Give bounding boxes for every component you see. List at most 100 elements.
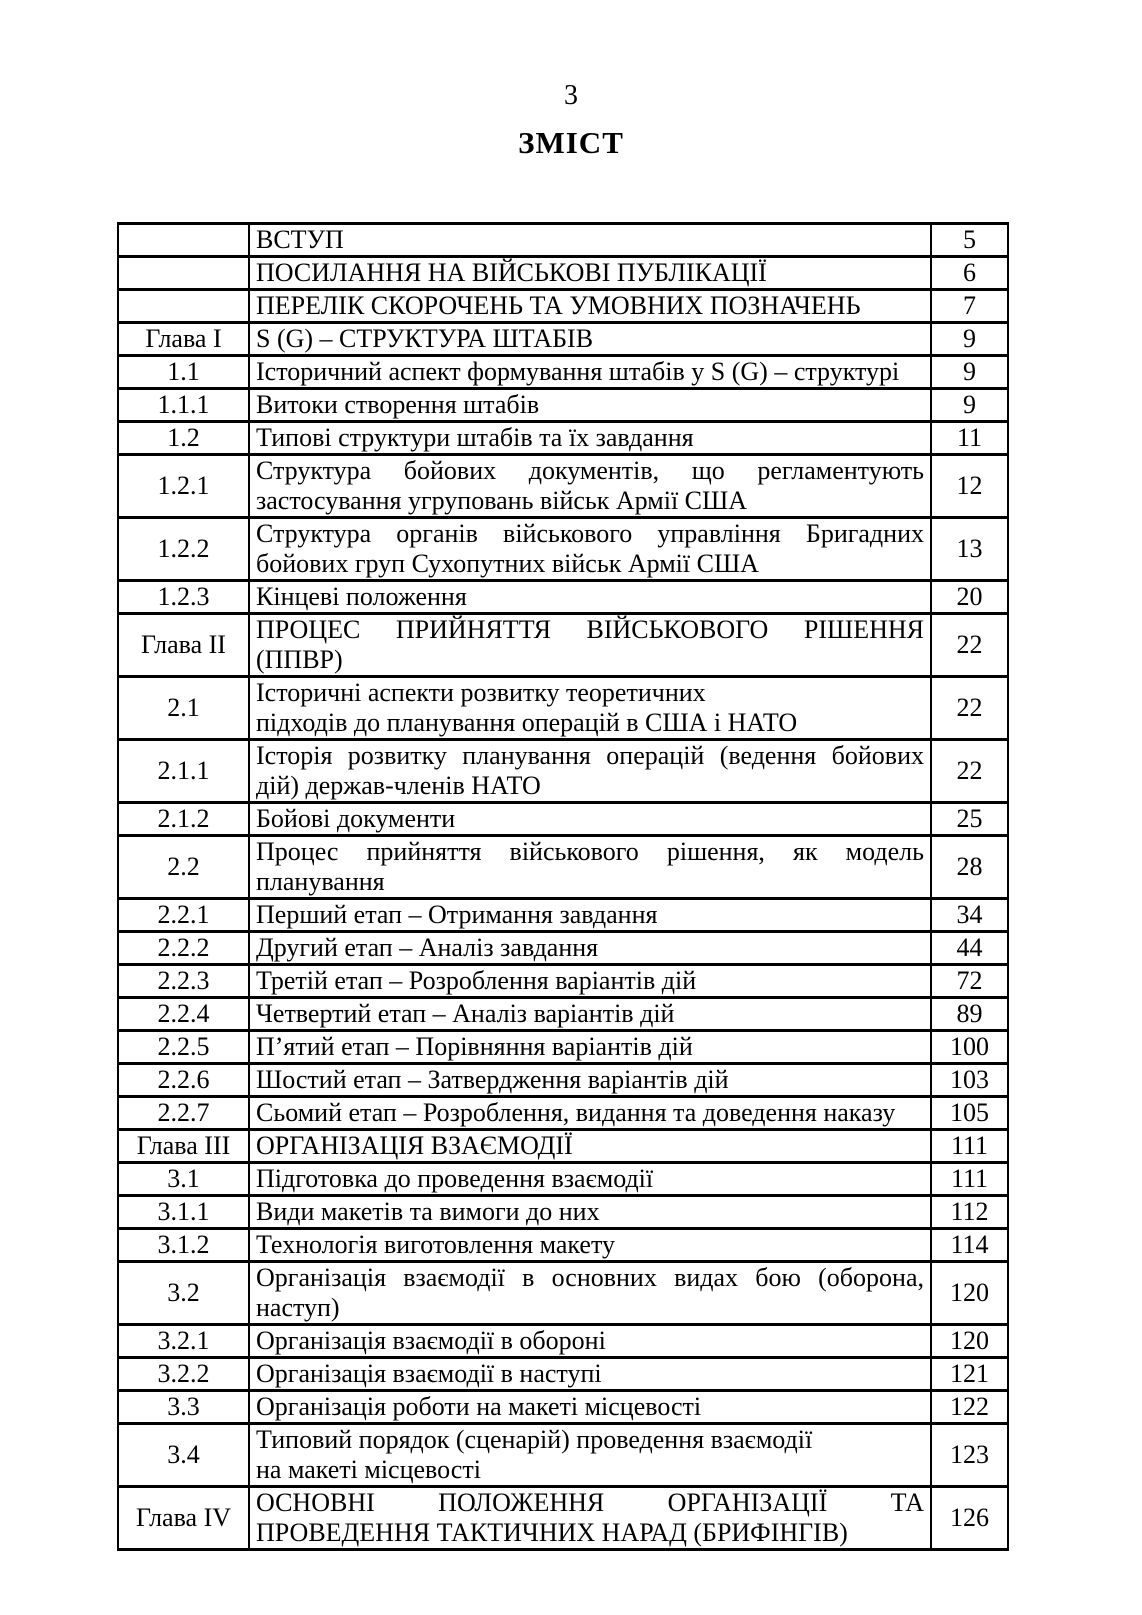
toc-row: 3.3 Організація роботи на макеті місцевос…: [117, 1389, 1009, 1425]
toc-entry-number: 3.2.2: [117, 1356, 250, 1392]
toc-entry-title: Кінцеві положення: [248, 579, 932, 615]
toc-row: 2.2.5 П’ятий етап – Порівняння варіантів …: [117, 1029, 1009, 1065]
toc-row: 1.2.3 Кінцеві положення 20: [117, 579, 1009, 615]
toc-entry-number: 2.2: [117, 834, 250, 900]
toc-entry-title: Структура органів військового управління…: [248, 516, 932, 582]
toc-entry-page: 89: [930, 996, 1009, 1032]
toc-entry-page: 123: [930, 1422, 1009, 1488]
toc-row: 3.4 Типовий порядок (сценарій) проведення…: [117, 1422, 1009, 1488]
toc-row: 2.2.7 Сьомий етап – Розроблення, видання …: [117, 1095, 1009, 1131]
toc-entry-page: 25: [930, 801, 1009, 837]
toc-entry-title: Організація взаємодії в основних видах б…: [248, 1260, 932, 1326]
toc-entry-title-line: Витоки створення штабів: [256, 390, 540, 419]
toc-entry-page: 111: [930, 1161, 1009, 1197]
toc-entry-title: Типовий порядок (сценарій) проведення вз…: [248, 1422, 932, 1488]
toc-row: ВСТУП 5: [117, 222, 1009, 258]
toc-entry-page: 22: [930, 738, 1009, 804]
toc-entry-title: ПЕРЕЛІК СКОРОЧЕНЬ ТА УМОВНИХ ПОЗНАЧЕНЬ: [248, 288, 932, 324]
toc-entry-title-line: застосування угруповань військ Армії США: [256, 486, 748, 515]
toc-entry-title: Другий етап – Аналіз завдання: [248, 930, 932, 966]
toc-entry-title-line: Технологія виготовлення макету: [256, 1230, 615, 1259]
toc-entry-number: 3.1.1: [117, 1194, 250, 1230]
toc-row: 2.2.6 Шостий етап – Затвердження варіанті…: [117, 1062, 1009, 1098]
toc-entry-title-line: ОРГАНІЗАЦІЯ ВЗАЄМОДІЇ: [256, 1131, 573, 1160]
toc-entry-title-line: Процес прийняття військового рішення, як…: [256, 837, 924, 867]
toc-entry-page: 13: [930, 516, 1009, 582]
toc-entry-title-line: Історичний аспект формування штабів у S …: [256, 357, 900, 386]
toc-entry-page: 6: [930, 255, 1009, 291]
toc-row: Глава II ПРОЦЕС ПРИЙНЯТТЯ ВІЙСЬКОВОГО РІШ…: [117, 612, 1009, 678]
toc-row: 2.2.4 Четвертий етап – Аналіз варіантів д…: [117, 996, 1009, 1032]
toc-entry-number: Глава II: [117, 612, 250, 678]
toc-entry-title: Історія розвитку планування операцій (ве…: [248, 738, 932, 804]
toc-entry-title-line: Перший етап – Отримання завдання: [256, 900, 658, 929]
toc-entry-page: 20: [930, 579, 1009, 615]
toc-entry-number: 2.2.2: [117, 930, 250, 966]
toc-entry-title-line: Структура бойових документів, що регламе…: [256, 456, 924, 486]
toc-row: 3.2 Організація взаємодії в основних вида…: [117, 1260, 1009, 1326]
toc-entry-title-line: Другий етап – Аналіз завдання: [256, 933, 599, 962]
toc-entry-title-line: Структура органів військового управління…: [256, 519, 924, 549]
toc-entry-title-line: ПРОВЕДЕННЯ ТАКТИЧНИХ НАРАД (БРИФІНГІВ): [256, 1518, 848, 1547]
toc-row: 3.2.2 Організація взаємодії в наступі 121: [117, 1356, 1009, 1392]
toc-entry-title-line: дій) держав-членів НАТО: [256, 771, 541, 800]
toc-entry-number: 1.1.1: [117, 387, 250, 423]
toc-row: 2.1.1 Історія розвитку планування операці…: [117, 738, 1009, 804]
toc-row: 1.1 Історичний аспект формування штабів у…: [117, 354, 1009, 390]
toc-row: 3.1 Підготовка до проведення взаємодії 111: [117, 1161, 1009, 1197]
toc-row: 2.1.2 Бойові документи 25: [117, 801, 1009, 837]
toc-entry-title: Організація взаємодії в наступі: [248, 1356, 932, 1392]
toc-entry-number: 2.1: [117, 675, 250, 741]
toc-entry-title-line: Третій етап – Розроблення варіантів дій: [256, 966, 697, 995]
toc-entry-title-line: Історичні аспекти розвитку теоретичних: [256, 678, 706, 708]
toc-entry-number: 3.3: [117, 1389, 250, 1425]
toc-entry-title-line: ПОСИЛАННЯ НА ВІЙСЬКОВІ ПУБЛІКАЦІЇ: [256, 258, 767, 287]
toc-entry-number: 1.2.1: [117, 453, 250, 519]
toc-entry-page: 34: [930, 897, 1009, 933]
toc-entry-number: 2.2.1: [117, 897, 250, 933]
toc-entry-title: ВСТУП: [248, 222, 932, 258]
toc-entry-title: ОСНОВНІ ПОЛОЖЕННЯ ОРГАНІЗАЦІЇ ТА ПРОВЕДЕН…: [248, 1485, 932, 1551]
toc-entry-title: Історичні аспекти розвитку теоретичних пі…: [248, 675, 932, 741]
toc-entry-title: Типові структури штабів та їх завдання: [248, 420, 932, 456]
page-title: ЗМІСТ: [518, 125, 624, 160]
toc-row: 1.2.2 Структура органів військового управ…: [117, 516, 1009, 582]
toc-entry-number: 3.1.2: [117, 1227, 250, 1263]
toc-entry-page: 44: [930, 930, 1009, 966]
toc-entry-number: 2.2.3: [117, 963, 250, 999]
toc-entry-page: 12: [930, 453, 1009, 519]
toc-entry-title-line: Четвертий етап – Аналіз варіантів дій: [256, 999, 675, 1028]
toc-entry-page: 120: [930, 1323, 1009, 1359]
toc-entry-title-line: Історія розвитку планування операцій (ве…: [256, 741, 924, 771]
toc-row: 3.1.1 Види макетів та вимоги до них 112: [117, 1194, 1009, 1230]
toc-entry-title-line: Види макетів та вимоги до них: [256, 1197, 600, 1226]
toc-entry-title: Витоки створення штабів: [248, 387, 932, 423]
toc-entry-page: 9: [930, 321, 1009, 357]
toc-entry-title-line: П’ятий етап – Порівняння варіантів дій: [256, 1032, 693, 1061]
toc-entry-title-line: на макеті місцевості: [256, 1455, 481, 1484]
toc-entry-number: 2.1.1: [117, 738, 250, 804]
toc-entry-title-line: Сьомий етап – Розроблення, видання та до…: [256, 1098, 896, 1127]
toc-entry-page: 9: [930, 354, 1009, 390]
toc-entry-page: 28: [930, 834, 1009, 900]
toc-entry-number: 3.1: [117, 1161, 250, 1197]
toc-entry-title-line: Організація роботи на макеті місцевості: [256, 1392, 702, 1421]
toc-row: 3.1.2 Технологія виготовлення макету 114: [117, 1227, 1009, 1263]
toc-entry-title-line: Підготовка до проведення взаємодії: [256, 1164, 654, 1193]
toc-entry-title: ПОСИЛАННЯ НА ВІЙСЬКОВІ ПУБЛІКАЦІЇ: [248, 255, 932, 291]
toc-entry-number: Глава III: [117, 1128, 250, 1164]
toc-entry-title: ПРОЦЕС ПРИЙНЯТТЯ ВІЙСЬКОВОГО РІШЕННЯ (ППВ…: [248, 612, 932, 678]
toc-entry-page: 100: [930, 1029, 1009, 1065]
toc-row: 1.2.1 Структура бойових документів, що ре…: [117, 453, 1009, 519]
toc-entry-title: Перший етап – Отримання завдання: [248, 897, 932, 933]
toc-entry-page: 114: [930, 1227, 1009, 1263]
toc-entry-number: 3.4: [117, 1422, 250, 1488]
toc-entry-title-line: підходів до планування операцій в США і …: [256, 708, 798, 737]
toc-entry-page: 111: [930, 1128, 1009, 1164]
page-number: 3: [564, 80, 578, 111]
toc-entry-title: Процес прийняття військового рішення, як…: [248, 834, 932, 900]
toc-row: Глава III ОРГАНІЗАЦІЯ ВЗАЄМОДІЇ 111: [117, 1128, 1009, 1164]
toc-entry-number: 3.2.1: [117, 1323, 250, 1359]
toc-entry-page: 120: [930, 1260, 1009, 1326]
